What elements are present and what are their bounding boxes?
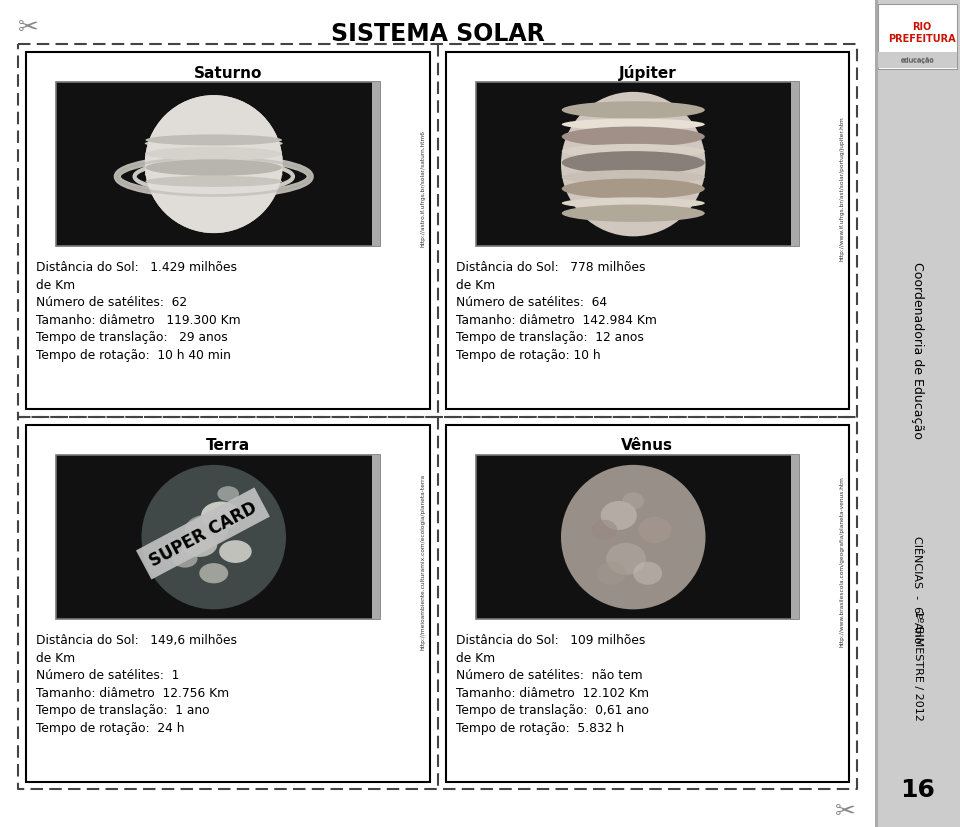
Text: Número de satélites:  não tem: Número de satélites: não tem	[455, 668, 642, 681]
Ellipse shape	[201, 502, 241, 530]
Ellipse shape	[591, 520, 617, 540]
Ellipse shape	[145, 96, 283, 234]
Text: http://www.if.ufrgs.br/ast/solar/portug/jupiter.htm: http://www.if.ufrgs.br/ast/solar/portug/…	[839, 116, 845, 261]
Ellipse shape	[562, 127, 705, 147]
Text: Distância do Sol:   1.429 milhões: Distância do Sol: 1.429 milhões	[36, 261, 237, 274]
Ellipse shape	[562, 119, 705, 131]
Text: 1º BIMESTRE / 2012: 1º BIMESTRE / 2012	[913, 609, 923, 719]
Ellipse shape	[634, 562, 662, 585]
Ellipse shape	[146, 136, 282, 146]
Ellipse shape	[217, 486, 239, 502]
Text: Vênus: Vênus	[621, 438, 673, 453]
Text: ✂: ✂	[17, 16, 38, 40]
Ellipse shape	[638, 517, 671, 543]
Text: de Km: de Km	[36, 651, 75, 664]
Bar	[56, 83, 379, 247]
Bar	[878, 53, 957, 69]
Bar	[878, 5, 957, 70]
Ellipse shape	[181, 532, 217, 557]
Ellipse shape	[562, 205, 705, 222]
Text: Número de satélites:  62: Número de satélites: 62	[36, 296, 187, 308]
Bar	[475, 456, 799, 619]
Text: de Km: de Km	[36, 279, 75, 291]
Ellipse shape	[146, 177, 282, 188]
Text: Distância do Sol:   149,6 milhões: Distância do Sol: 149,6 milhões	[36, 633, 237, 647]
Text: CIÊNCIAS  -  6º Ano: CIÊNCIAS - 6º Ano	[913, 536, 923, 643]
Bar	[445, 425, 849, 782]
Text: http://www.brasilescola.com/geografia/planeta-venus.htm: http://www.brasilescola.com/geografia/pl…	[839, 476, 845, 647]
Text: Distância do Sol:   109 milhões: Distância do Sol: 109 milhões	[455, 633, 645, 647]
Ellipse shape	[145, 154, 283, 162]
Ellipse shape	[172, 550, 198, 568]
Text: 16: 16	[900, 777, 935, 801]
Ellipse shape	[561, 93, 706, 237]
Ellipse shape	[562, 102, 705, 119]
Ellipse shape	[622, 493, 644, 510]
Ellipse shape	[145, 139, 283, 150]
Text: Número de satélites:  1: Número de satélites: 1	[36, 668, 180, 681]
Text: RIO
PREFEITURA: RIO PREFEITURA	[888, 22, 955, 44]
Text: Distância do Sol:   778 milhões: Distância do Sol: 778 milhões	[455, 261, 645, 274]
Ellipse shape	[145, 96, 283, 234]
Bar	[372, 456, 379, 619]
Ellipse shape	[562, 179, 705, 199]
Ellipse shape	[145, 169, 283, 181]
Text: Saturno: Saturno	[194, 65, 262, 80]
Bar	[26, 53, 429, 409]
Text: SUPER CARD: SUPER CARD	[146, 498, 260, 570]
Text: Tempo de rotação:  5.832 h: Tempo de rotação: 5.832 h	[455, 721, 624, 734]
Bar	[56, 456, 379, 619]
Text: Tempo de translação:  0,61 ano: Tempo de translação: 0,61 ano	[455, 704, 649, 716]
Text: http://astro.if.ufrgs.br/solar/saturn.htm6: http://astro.if.ufrgs.br/solar/saturn.ht…	[420, 130, 425, 246]
Text: Terra: Terra	[205, 438, 250, 453]
Ellipse shape	[185, 515, 228, 545]
Ellipse shape	[145, 181, 283, 189]
Ellipse shape	[601, 501, 636, 530]
Bar	[26, 425, 429, 782]
Text: Tempo de translação:  12 anos: Tempo de translação: 12 anos	[455, 331, 643, 344]
Text: de Km: de Km	[455, 651, 494, 664]
Bar	[875, 0, 960, 827]
Ellipse shape	[200, 563, 228, 584]
Text: Tempo de rotação: 10 h: Tempo de rotação: 10 h	[455, 348, 600, 361]
Text: Tempo de rotação:  10 h 40 min: Tempo de rotação: 10 h 40 min	[36, 348, 230, 361]
Text: Tempo de rotação:  24 h: Tempo de rotação: 24 h	[36, 721, 184, 734]
Circle shape	[561, 93, 706, 237]
Text: Tamanho: diâmetro  12.756 Km: Tamanho: diâmetro 12.756 Km	[36, 686, 229, 699]
Bar	[475, 83, 799, 247]
Ellipse shape	[146, 160, 282, 177]
Bar	[372, 83, 379, 247]
Ellipse shape	[219, 541, 252, 563]
Text: Coordenadoria de Educação: Coordenadoria de Educação	[911, 261, 924, 438]
Ellipse shape	[597, 562, 626, 585]
Text: Tempo de translação:   29 anos: Tempo de translação: 29 anos	[36, 331, 228, 344]
Text: http://meioambiente.culturamix.com/ecologia/planeta-terra: http://meioambiente.culturamix.com/ecolo…	[420, 473, 425, 649]
Text: Júpiter: Júpiter	[618, 65, 676, 81]
Bar	[791, 83, 799, 247]
Text: educação: educação	[900, 58, 934, 64]
Text: Tamanho: diâmetro  12.102 Km: Tamanho: diâmetro 12.102 Km	[455, 686, 649, 699]
Ellipse shape	[146, 148, 282, 161]
Text: Tamanho: diâmetro   119.300 Km: Tamanho: diâmetro 119.300 Km	[36, 313, 241, 327]
Text: SISTEMA SOLAR: SISTEMA SOLAR	[330, 22, 544, 46]
Text: Tempo de translação:  1 ano: Tempo de translação: 1 ano	[36, 704, 209, 716]
Text: Número de satélites:  64: Número de satélites: 64	[455, 296, 607, 308]
Bar	[791, 456, 799, 619]
Ellipse shape	[562, 170, 705, 185]
Bar	[445, 53, 849, 409]
Ellipse shape	[561, 466, 706, 609]
Text: Tamanho: diâmetro  142.984 Km: Tamanho: diâmetro 142.984 Km	[455, 313, 657, 327]
Text: de Km: de Km	[455, 279, 494, 291]
Ellipse shape	[562, 152, 705, 175]
Text: educação: educação	[900, 57, 934, 63]
Bar	[875, 0, 878, 827]
Ellipse shape	[141, 466, 286, 609]
Ellipse shape	[606, 543, 646, 575]
Text: ✂: ✂	[834, 799, 855, 823]
Ellipse shape	[562, 198, 705, 210]
Ellipse shape	[562, 145, 705, 159]
